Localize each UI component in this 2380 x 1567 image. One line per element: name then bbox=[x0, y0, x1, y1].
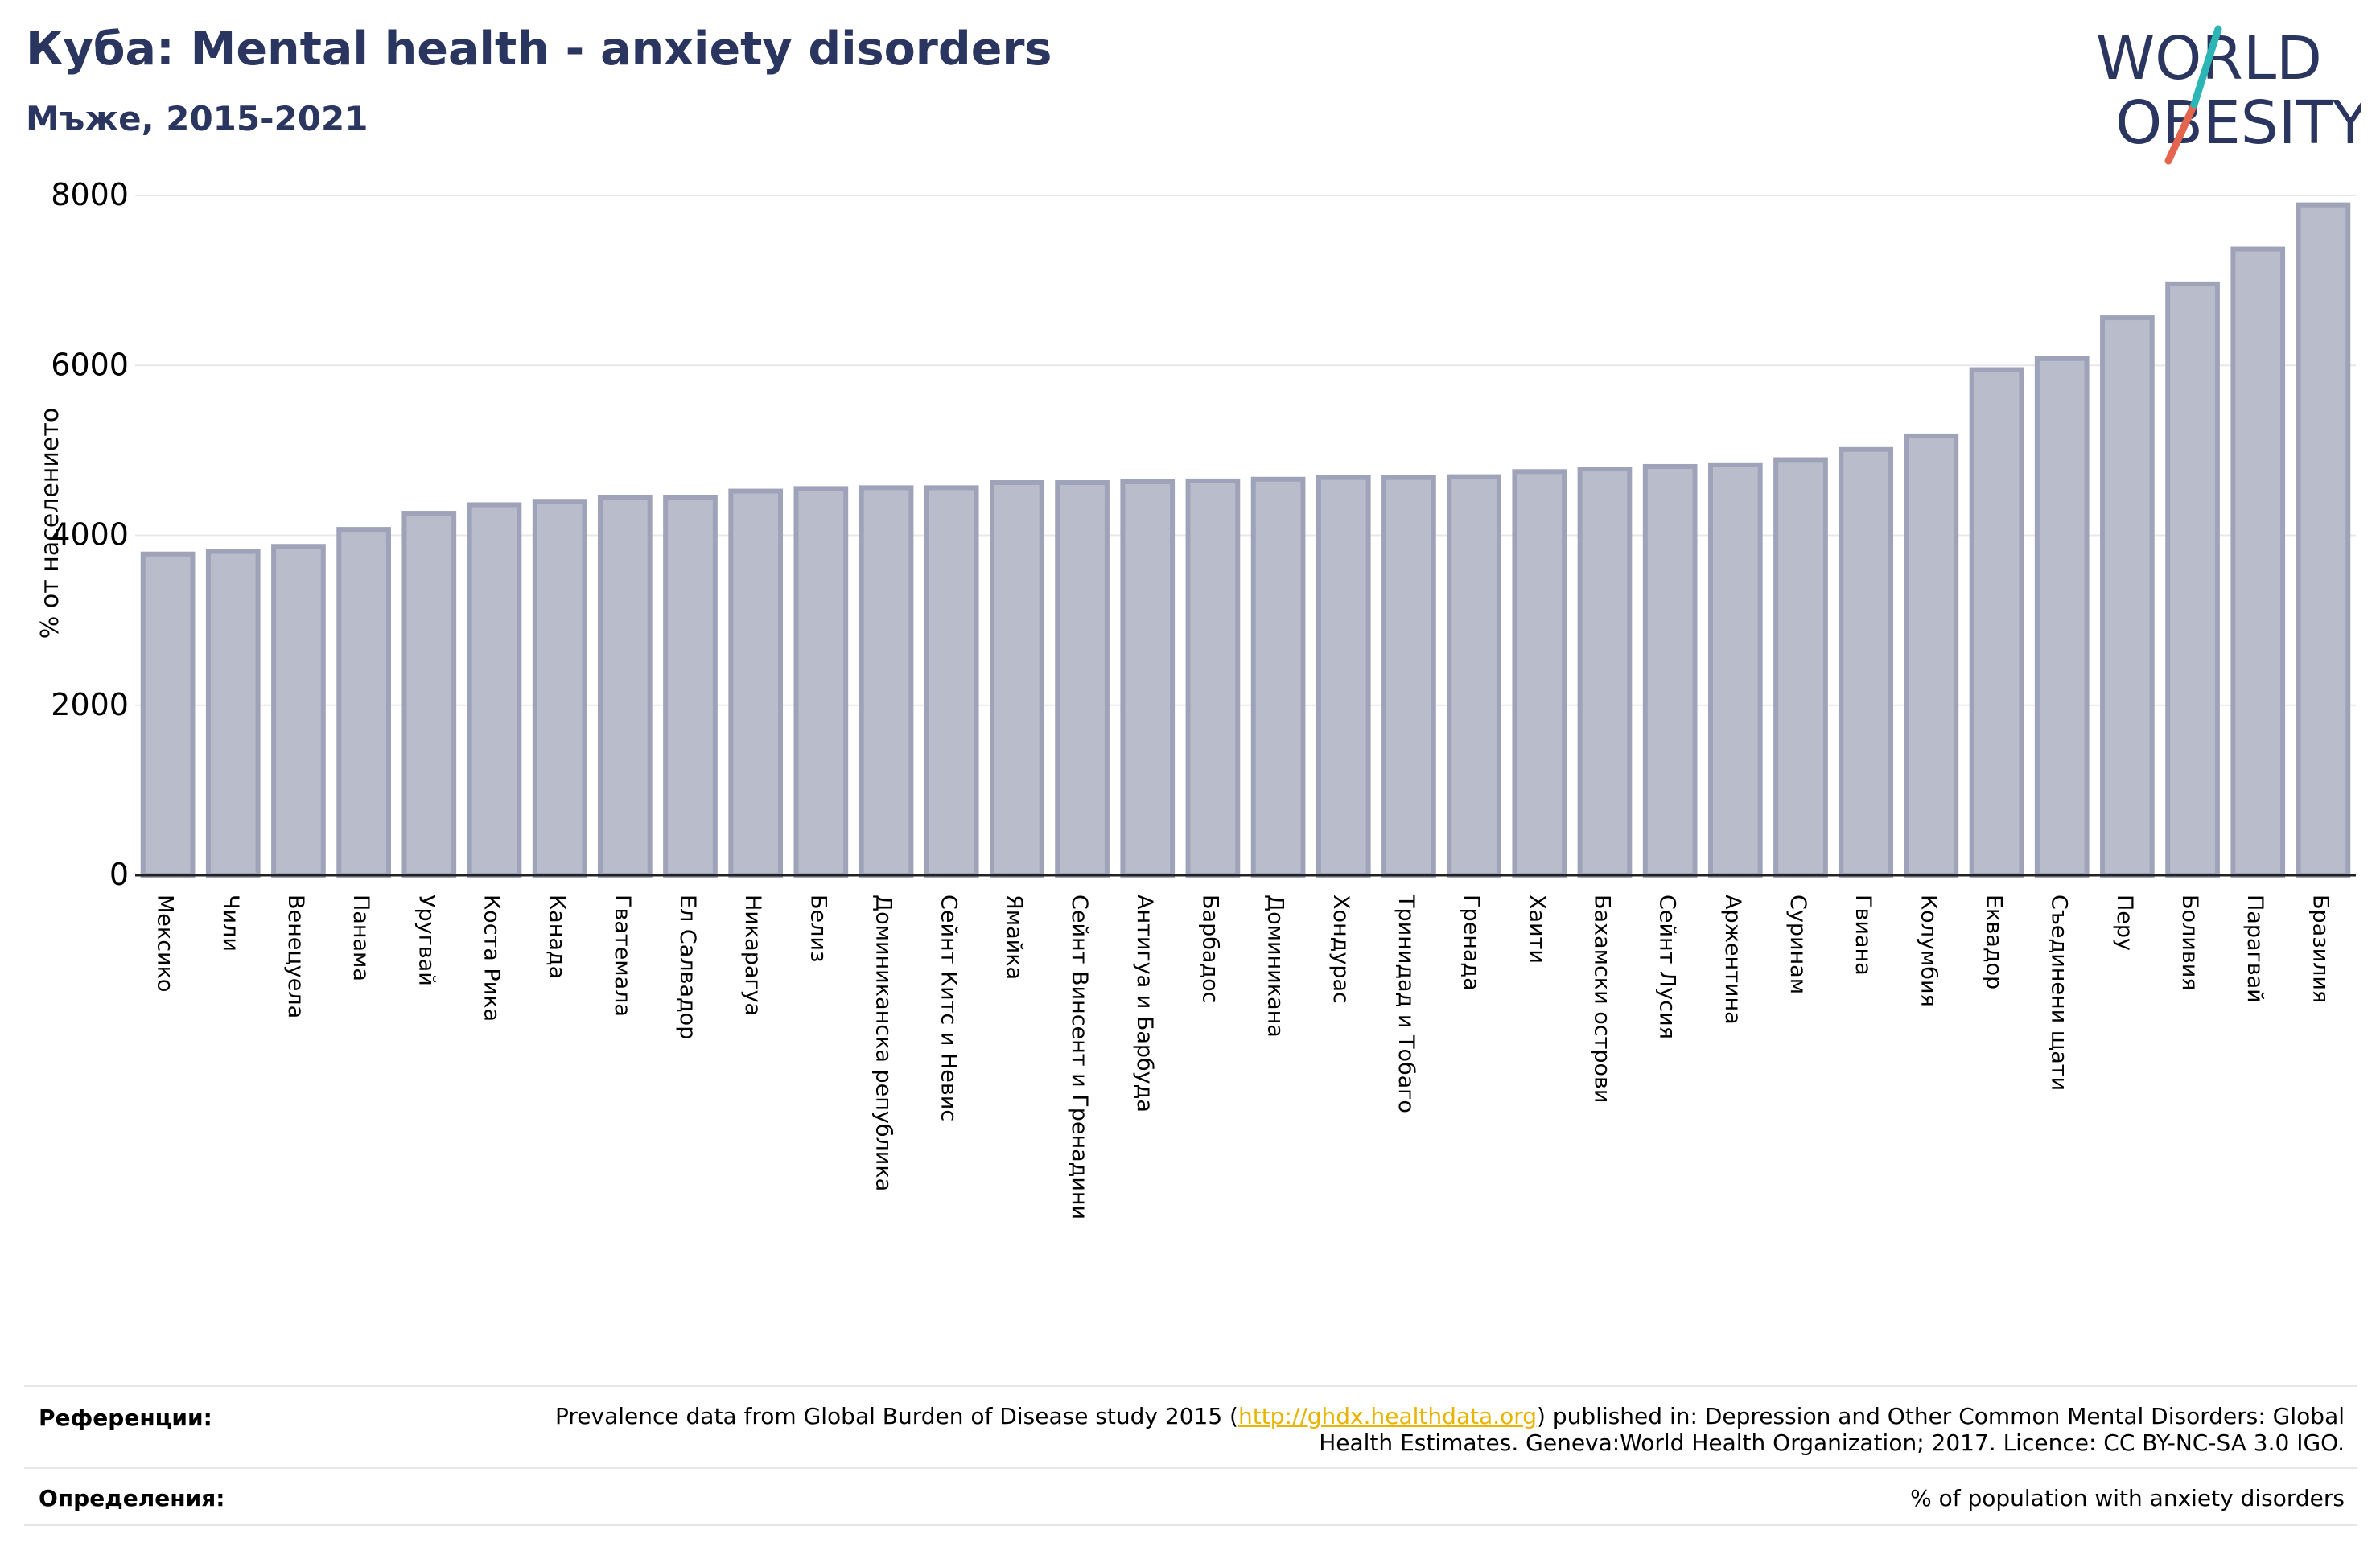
x-tick-label: Бразилия bbox=[2308, 895, 2333, 1003]
x-tick-label: Панама bbox=[348, 895, 373, 981]
y-axis-ticks: 0 2000 4000 6000 8000 bbox=[51, 177, 129, 892]
footer-divider-top bbox=[24, 1385, 2357, 1387]
x-tick-label: Еквадор bbox=[1982, 895, 2007, 989]
bar bbox=[793, 486, 849, 878]
x-tick-label: Барбадос bbox=[1197, 895, 1222, 1003]
bar bbox=[1055, 480, 1110, 878]
bar bbox=[1642, 463, 1698, 878]
bar bbox=[1381, 475, 1436, 878]
x-tick-label: Боливия bbox=[2177, 895, 2202, 991]
x-tick-label: Съединени щати bbox=[2047, 895, 2072, 1091]
x-tick-label: Гвиана bbox=[1851, 895, 1876, 976]
bar bbox=[401, 511, 457, 878]
x-tick-label: Тринидад и Тобаго bbox=[1394, 894, 1419, 1113]
x-tick-label: Сейнт Китс и Невис bbox=[937, 895, 961, 1121]
bar bbox=[2165, 281, 2220, 878]
bar bbox=[1707, 462, 1763, 878]
x-tick-label: Уругвай bbox=[414, 895, 439, 986]
bar bbox=[1316, 475, 1371, 878]
chart-subtitle: Мъже, 2015-2021 bbox=[26, 99, 369, 138]
bar bbox=[2230, 246, 2286, 878]
bar bbox=[140, 551, 196, 878]
footer-divider-middle bbox=[24, 1467, 2357, 1469]
x-tick-label: Гватемала bbox=[610, 895, 635, 1017]
bar bbox=[1773, 457, 1828, 878]
bar bbox=[1185, 478, 1241, 878]
bars bbox=[140, 202, 2351, 878]
definitions-text: % of population with anxiety disorders bbox=[1910, 1485, 2345, 1511]
y-tick-label: 2000 bbox=[51, 687, 129, 722]
bar bbox=[1904, 433, 1959, 878]
x-tick-label: Ямайка bbox=[1002, 895, 1027, 980]
x-tick-label: Сейнт Винсент и Гренадини bbox=[1067, 895, 1092, 1219]
logo-slash-teal bbox=[2190, 25, 2222, 109]
references-text-pre: Prevalence data from Global Burden of Di… bbox=[555, 1403, 1238, 1429]
x-tick-label: Никарагуа bbox=[740, 895, 765, 1016]
x-tick-label: Доминиканска република bbox=[871, 895, 896, 1191]
bar bbox=[2296, 202, 2351, 878]
bar bbox=[1512, 469, 1567, 878]
definitions-label: Определения: bbox=[39, 1485, 225, 1511]
bar bbox=[1250, 476, 1306, 878]
x-tick-label: Колумбия bbox=[1916, 895, 1941, 1007]
bar bbox=[1120, 479, 1176, 878]
bar bbox=[2100, 315, 2155, 878]
bar bbox=[205, 549, 261, 878]
x-tick-label: Хаити bbox=[1524, 895, 1549, 964]
references-link[interactable]: http://ghdx.healthdata.org bbox=[1237, 1403, 1538, 1429]
x-tick-label: Парагвай bbox=[2242, 895, 2267, 1003]
logo-slash-coral bbox=[2164, 101, 2198, 165]
logo-text-obesity: OBESITY bbox=[2115, 88, 2361, 158]
y-tick-label: 8000 bbox=[51, 177, 129, 212]
bar-chart: 0 2000 4000 6000 8000 Мексико Чили Венецуела Па… bbox=[36, 177, 2356, 1219]
x-tick-label: Чили bbox=[218, 895, 243, 952]
y-tick-label: 0 bbox=[109, 857, 129, 892]
bar bbox=[597, 494, 653, 878]
bar bbox=[2034, 356, 2090, 878]
bar bbox=[336, 527, 391, 878]
bar bbox=[467, 502, 522, 878]
x-tick-label: Канада bbox=[545, 895, 570, 979]
footer-divider-bottom bbox=[24, 1524, 2357, 1526]
bar bbox=[1447, 474, 1501, 878]
x-tick-label: Белиз bbox=[805, 895, 830, 962]
x-tick-label: Гренада bbox=[1459, 895, 1484, 991]
bar bbox=[859, 485, 914, 878]
world-obesity-logo: WORLD OBESITY bbox=[2096, 24, 2361, 165]
bar bbox=[1577, 467, 1633, 878]
x-tick-label: Бахамски острови bbox=[1589, 895, 1614, 1103]
x-tick-label: Суринам bbox=[1785, 895, 1810, 994]
references-text: Prevalence data from Global Burden of Di… bbox=[494, 1403, 2345, 1456]
y-axis-label: % от населението bbox=[36, 408, 64, 639]
bar bbox=[663, 494, 718, 878]
x-tick-label: Коста Рика bbox=[479, 895, 504, 1022]
x-tick-label: Аржентина bbox=[1720, 895, 1745, 1025]
bar bbox=[271, 544, 326, 878]
y-tick-label: 4000 bbox=[51, 517, 129, 553]
bar bbox=[990, 480, 1044, 878]
bar bbox=[1839, 446, 1894, 878]
bar bbox=[1969, 367, 2024, 878]
x-tick-label: Доминикана bbox=[1263, 895, 1288, 1038]
x-tick-label: Хондурас bbox=[1328, 895, 1353, 1004]
x-tick-label: Ел Салвадор bbox=[675, 895, 700, 1039]
x-axis-labels: Мексико Чили Венецуела Панама Уругвай Коста Р… bbox=[153, 894, 2333, 1219]
x-tick-label: Перу bbox=[2112, 895, 2137, 951]
x-tick-label: Венецуела bbox=[283, 895, 308, 1018]
bar bbox=[728, 488, 784, 878]
bar bbox=[924, 485, 979, 878]
references-text-post: ) published in: Depression and Other Com… bbox=[1319, 1403, 2345, 1456]
references-label: Референции: bbox=[39, 1405, 212, 1431]
x-tick-label: Антигуа и Барбуда bbox=[1132, 895, 1157, 1113]
chart-title: Куба: Mental health - anxiety disorders bbox=[26, 23, 1052, 76]
x-tick-label: Мексико bbox=[153, 895, 178, 992]
bar bbox=[532, 499, 587, 878]
x-tick-label: Сейнт Лусия bbox=[1655, 895, 1680, 1039]
y-tick-label: 6000 bbox=[51, 347, 129, 382]
